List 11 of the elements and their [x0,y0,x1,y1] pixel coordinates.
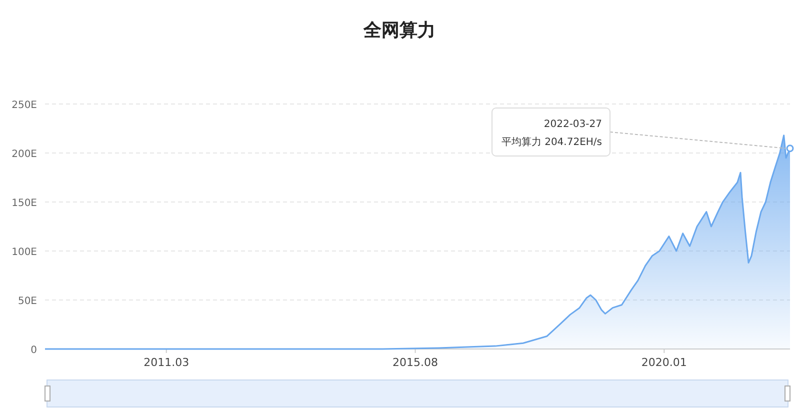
y-tick-label: 200E [12,149,37,160]
x-tick-label: 2020.01 [641,356,687,369]
y-tick-label: 100E [12,247,37,258]
annotation: 2022-03-27 平均算力 204.72EH/s [501,119,602,148]
y-tick-label: 0 [30,345,37,356]
y-tick-label: 50E [18,296,37,307]
x-tick-label: 2011.03 [144,356,190,369]
y-tick-label: 250E [12,100,37,111]
y-tick-label: 150E [12,198,37,209]
chart-title: 全网算力 [362,20,436,41]
x-tick-label: 2015.08 [392,356,438,369]
